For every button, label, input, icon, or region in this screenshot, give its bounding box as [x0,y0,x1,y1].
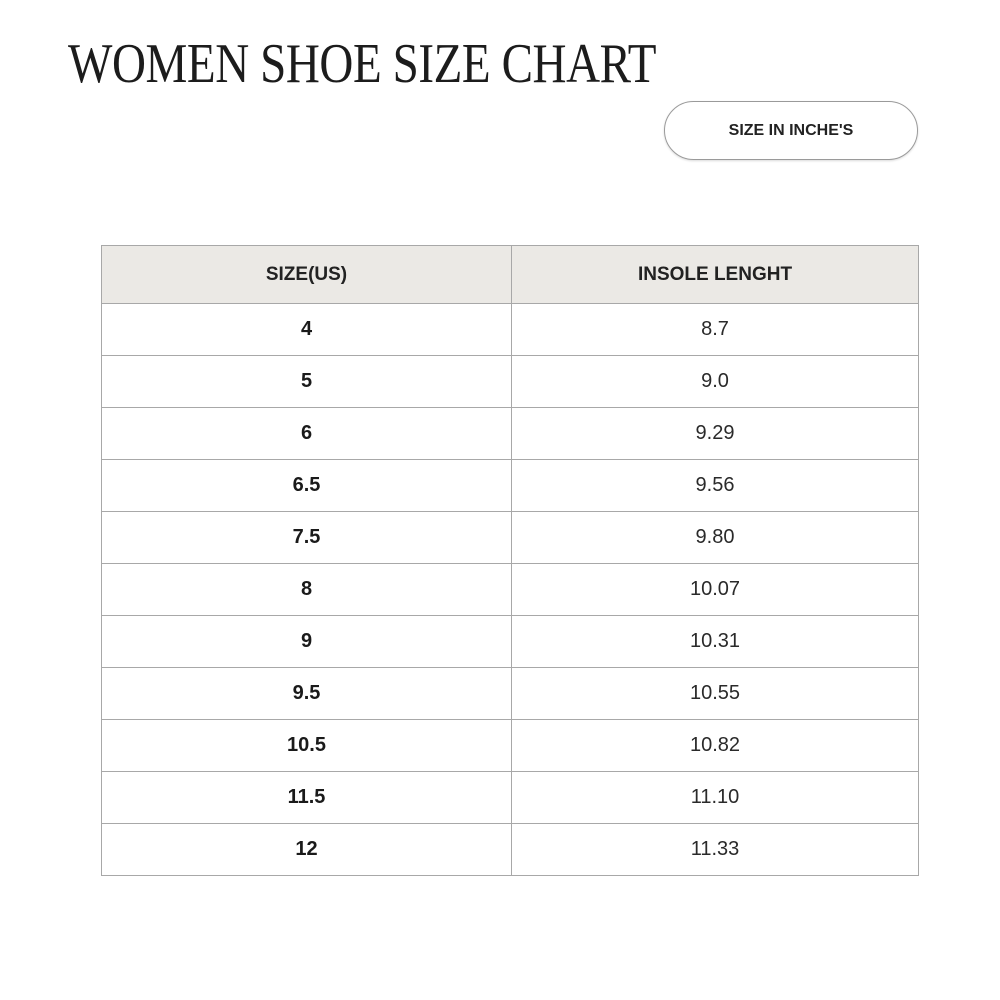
length-cell: 11.10 [511,771,919,824]
unit-badge: SIZE IN INCHE'S [664,101,918,160]
length-cell: 10.31 [511,615,919,668]
length-cell: 8.7 [511,303,919,356]
size-cell: 9 [101,615,512,668]
table-row: 4 8.7 [101,303,919,356]
table-row: 9 10.31 [101,615,919,668]
length-cell: 11.33 [511,823,919,876]
table-row: 8 10.07 [101,563,919,616]
table-row: 11.5 11.10 [101,771,919,824]
size-cell: 8 [101,563,512,616]
size-cell: 5 [101,355,512,408]
length-cell: 9.56 [511,459,919,512]
length-cell: 9.0 [511,355,919,408]
size-cell: 4 [101,303,512,356]
length-cell: 10.82 [511,719,919,772]
table-header-row: SIZE(US) INSOLE LENGHT [101,245,919,304]
size-table: SIZE(US) INSOLE LENGHT 4 8.7 5 9.0 6 9.29 6.5 9… [101,245,919,876]
table-row: 5 9.0 [101,355,919,408]
size-cell: 9.5 [101,667,512,720]
length-cell: 10.07 [511,563,919,616]
table-row: 12 11.33 [101,823,919,876]
header-insole-length: INSOLE LENGHT [511,245,919,304]
table-row: 7.5 9.80 [101,511,919,564]
table-row: 9.5 10.55 [101,667,919,720]
size-cell: 6.5 [101,459,512,512]
size-cell: 7.5 [101,511,512,564]
table-row: 6 9.29 [101,407,919,460]
header-size: SIZE(US) [101,245,512,304]
page-title: WOMEN SHOE SIZE CHART [68,33,657,95]
length-cell: 9.80 [511,511,919,564]
size-cell: 6 [101,407,512,460]
table-row: 10.5 10.82 [101,719,919,772]
length-cell: 10.55 [511,667,919,720]
table-row: 6.5 9.56 [101,459,919,512]
size-cell: 12 [101,823,512,876]
length-cell: 9.29 [511,407,919,460]
size-cell: 10.5 [101,719,512,772]
size-cell: 11.5 [101,771,512,824]
